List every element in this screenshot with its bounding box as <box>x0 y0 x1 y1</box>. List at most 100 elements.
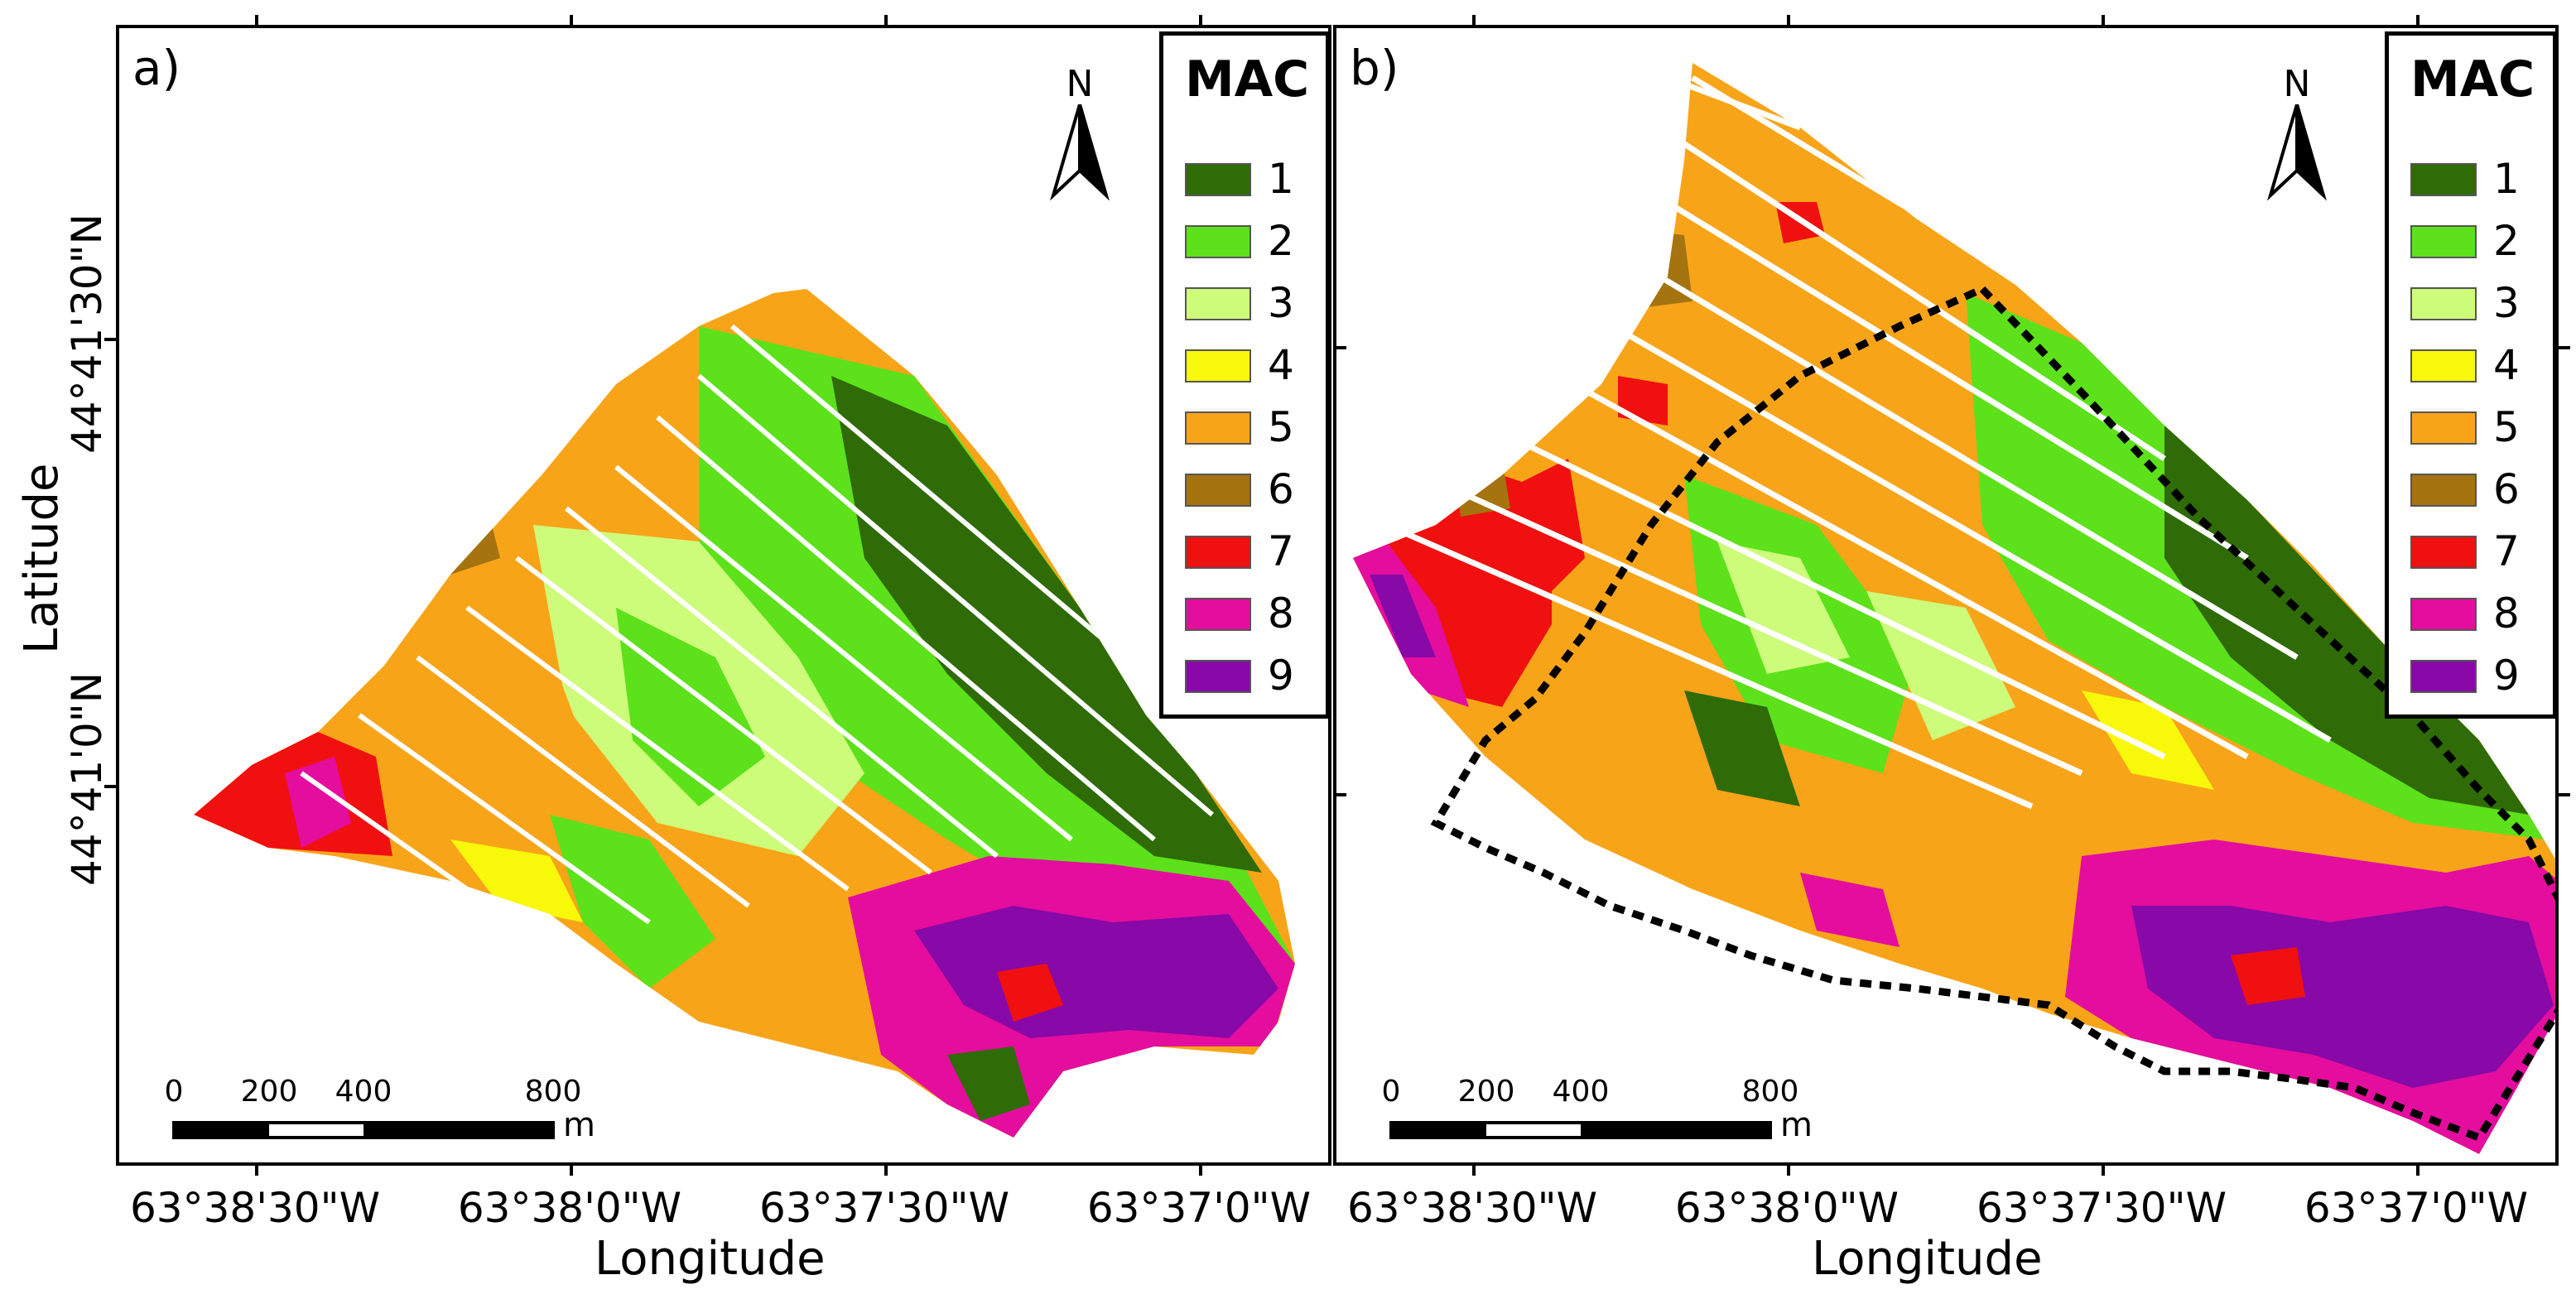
scale-tick-label: 400 <box>335 1075 392 1109</box>
y-tick-mark <box>104 338 116 341</box>
legend-b: MAC 1 2 3 4 5 6 7 8 <box>2385 31 2557 719</box>
scale-unit: m <box>563 1106 595 1144</box>
x-tick-mark <box>2416 1164 2420 1176</box>
x-tick-mark <box>1472 15 1476 26</box>
y-tick-mark <box>2559 346 2570 349</box>
north-arrow-icon <box>1050 104 1110 201</box>
legend-swatch-9 <box>1185 660 1251 693</box>
legend-label: 9 <box>1268 652 1294 700</box>
scale-tick-label: 800 <box>1741 1075 1799 1109</box>
mac-classification-map-b <box>1353 63 2555 1154</box>
y-tick-label: 44°41'0"N <box>63 671 111 886</box>
legend-a: MAC 1 2 3 4 5 6 7 8 <box>1159 31 1330 719</box>
y-tick-label: 44°41'30"N <box>63 213 111 454</box>
map-panel-a: a) N MAC 1 2 3 4 5 6 <box>116 25 1331 1166</box>
legend-swatch-8 <box>1185 598 1251 631</box>
x-tick-label: 63°38'30"W <box>129 1184 381 1232</box>
scale-bar-white-segment <box>1486 1124 1581 1136</box>
x-tick-label: 63°37'30"W <box>758 1184 1010 1232</box>
legend-swatch-2 <box>2410 225 2477 258</box>
legend-swatch-7 <box>2410 536 2477 569</box>
x-axis-title-b: Longitude <box>1812 1232 2043 1286</box>
x-tick-mark <box>570 15 573 26</box>
north-arrow-a: N <box>1047 63 1113 201</box>
legend-swatch-3 <box>1185 287 1251 320</box>
x-tick-mark <box>1472 1164 1476 1176</box>
scale-bar-graphic <box>1389 1121 1772 1139</box>
x-tick-mark <box>2102 15 2105 26</box>
x-tick-label: 63°38'0"W <box>457 1184 682 1232</box>
legend-label: 4 <box>1268 341 1294 389</box>
north-arrow-icon <box>2267 104 2327 201</box>
scale-unit: m <box>1780 1106 1813 1144</box>
x-tick-label: 63°37'0"W <box>2304 1184 2529 1232</box>
legend-swatch-1 <box>1185 163 1251 196</box>
x-tick-mark <box>255 15 258 26</box>
y-tick-mark <box>104 785 116 788</box>
x-tick-mark <box>1787 15 1790 26</box>
legend-swatch-4 <box>2410 349 2477 382</box>
legend-title-a: MAC <box>1185 51 1310 108</box>
map-panel-b: b) N MAC 1 2 3 4 5 6 <box>1333 25 2559 1166</box>
y-tick-mark <box>2559 793 2570 796</box>
x-tick-mark <box>2102 1164 2105 1176</box>
legend-label: 8 <box>2493 589 2520 637</box>
y-tick-mark <box>1335 346 1346 349</box>
north-arrow-b: N <box>2264 63 2330 201</box>
study-area-boundary <box>1430 284 2555 1143</box>
x-tick-mark <box>1787 1164 1790 1176</box>
legend-swatch-7 <box>1185 536 1251 569</box>
legend-swatch-5 <box>2410 411 2477 445</box>
legend-title-b: MAC <box>2410 51 2535 108</box>
legend-label: 1 <box>2493 155 2520 203</box>
legend-label: 5 <box>2493 403 2520 451</box>
x-tick-mark <box>884 15 888 26</box>
legend-label: 6 <box>2493 465 2520 513</box>
panel-label-a: a) <box>132 40 181 96</box>
north-label-b: N <box>2283 63 2311 105</box>
scale-tick-label: 400 <box>1552 1075 1610 1109</box>
scale-bar-white-segment <box>269 1124 364 1136</box>
x-axis-title-a: Longitude <box>595 1232 826 1286</box>
scale-bar-a: 0 200 400 800 m <box>165 1075 595 1166</box>
legend-label: 1 <box>1268 155 1294 203</box>
north-label-a: N <box>1066 63 1094 105</box>
legend-label: 8 <box>1268 589 1294 637</box>
scale-tick-label: 800 <box>524 1075 582 1109</box>
legend-swatch-3 <box>2410 287 2477 320</box>
x-tick-label: 63°38'0"W <box>1674 1184 1899 1232</box>
y-axis-title: Latitude <box>15 463 69 654</box>
x-tick-label: 63°38'30"W <box>1346 1184 1598 1232</box>
legend-swatch-8 <box>2410 598 2477 631</box>
y-tick-mark <box>1335 793 1346 796</box>
legend-label: 2 <box>2493 217 2520 265</box>
legend-swatch-2 <box>1185 225 1251 258</box>
legend-label: 3 <box>2493 279 2520 327</box>
scale-bar-b: 0 200 400 800 m <box>1382 1075 1813 1166</box>
x-tick-mark <box>1199 1164 1202 1176</box>
legend-label: 6 <box>1268 465 1294 513</box>
legend-label: 5 <box>1268 403 1294 451</box>
legend-label: 2 <box>1268 217 1294 265</box>
scale-tick-label: 200 <box>240 1075 298 1109</box>
x-tick-label: 63°37'0"W <box>1086 1184 1312 1232</box>
x-tick-label: 63°37'30"W <box>1976 1184 2227 1232</box>
legend-swatch-1 <box>2410 163 2477 196</box>
scale-tick-label: 0 <box>164 1075 184 1109</box>
x-tick-mark <box>884 1164 888 1176</box>
legend-swatch-6 <box>2410 474 2477 507</box>
x-tick-mark <box>1199 15 1202 26</box>
panel-label-b: b) <box>1350 40 1399 96</box>
legend-swatch-9 <box>2410 660 2477 693</box>
legend-label: 4 <box>2493 341 2520 389</box>
x-tick-mark <box>570 1164 573 1176</box>
legend-swatch-6 <box>1185 474 1251 507</box>
mac-classification-map-a <box>194 289 1295 1138</box>
x-tick-mark <box>2416 15 2420 26</box>
legend-label: 7 <box>1268 527 1294 575</box>
legend-label: 3 <box>1268 279 1294 327</box>
legend-swatch-4 <box>1185 349 1251 382</box>
legend-label: 9 <box>2493 652 2520 700</box>
x-tick-mark <box>255 1164 258 1176</box>
legend-swatch-5 <box>1185 411 1251 445</box>
